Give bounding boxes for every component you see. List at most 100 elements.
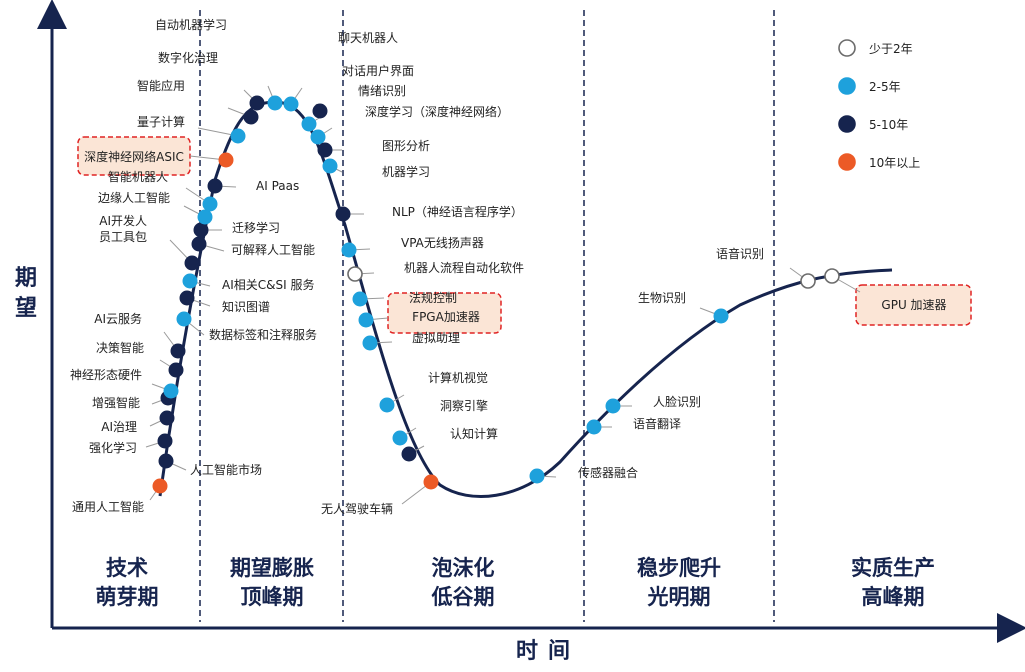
legend-marker bbox=[838, 153, 856, 171]
technology-dot bbox=[379, 397, 395, 413]
technology-label: 洞察引擎 bbox=[440, 398, 488, 413]
technology-dot bbox=[713, 308, 729, 324]
technology-dot bbox=[176, 311, 192, 327]
technology-label: 量子计算 bbox=[137, 114, 185, 129]
technology-label: AI治理 bbox=[101, 420, 137, 434]
technology-dot bbox=[423, 474, 439, 490]
technology-dot bbox=[157, 433, 173, 449]
technology-label: 深度神经网络ASIC bbox=[84, 149, 184, 164]
phase-4-line2: 光明期 bbox=[647, 585, 711, 609]
technology-dot bbox=[152, 478, 168, 494]
technology-label: 边缘人工智能 bbox=[98, 190, 170, 205]
technology-label: 通用人工智能 bbox=[72, 499, 144, 514]
technology-dot bbox=[158, 453, 174, 469]
technology-dot bbox=[182, 273, 198, 289]
technology-label: NLP（神经语言程序学） bbox=[392, 204, 523, 219]
technology-dot bbox=[179, 290, 195, 306]
leader-lines bbox=[145, 85, 861, 505]
technology-label: 语音识别 bbox=[716, 246, 764, 261]
technology-label: 增强智能 bbox=[92, 395, 140, 410]
technology-label: 可解释人工智能 bbox=[231, 242, 315, 257]
phase-labels: 技术 萌芽期 期望膨胀 顶峰期 泡沫化 低谷期 稳步爬升 光明期 实质生产 高峰… bbox=[96, 556, 936, 609]
technology-label: 虚拟助理 bbox=[412, 331, 460, 345]
technology-dot bbox=[301, 116, 317, 132]
technology-dot bbox=[347, 266, 363, 282]
technology-dot bbox=[267, 95, 283, 111]
technology-dot bbox=[362, 335, 378, 351]
technology-label: 数字化治理 bbox=[158, 50, 218, 65]
phase-dividers bbox=[199, 10, 775, 622]
technology-dot bbox=[605, 398, 621, 414]
phase-3-line1: 泡沫化 bbox=[432, 556, 495, 580]
technology-label: 机器学习 bbox=[382, 164, 430, 179]
technology-dot bbox=[170, 343, 186, 359]
technology-label: 无人驾驶车辆 bbox=[321, 501, 393, 516]
technology-label: 强化学习 bbox=[89, 440, 137, 455]
x-axis-title: 时间 bbox=[516, 639, 580, 664]
phase-2-line1: 期望膨胀 bbox=[230, 556, 314, 580]
phase-1-line1: 技术 bbox=[106, 556, 148, 580]
technology-dot bbox=[401, 446, 417, 462]
phase-2-line2: 顶峰期 bbox=[241, 585, 304, 609]
technology-dot bbox=[352, 291, 368, 307]
technology-dot bbox=[310, 129, 326, 145]
technology-label: 图形分析 bbox=[382, 139, 430, 153]
highlight-box-gpu bbox=[855, 284, 972, 326]
technology-dot bbox=[312, 103, 328, 119]
technology-label: 深度学习（深度神经网络） bbox=[365, 104, 509, 119]
technology-dot bbox=[335, 206, 351, 222]
legend-label: 少于2年 bbox=[869, 42, 913, 56]
legend: 少于2年 2-5年 5-10年 10年以上 bbox=[838, 39, 920, 171]
technology-label: 自动机器学习 bbox=[155, 17, 227, 32]
technology-dot bbox=[168, 362, 184, 378]
phase-3-line2: 低谷期 bbox=[431, 585, 495, 609]
highlight-boxes bbox=[77, 136, 972, 334]
phase-5-line2: 高峰期 bbox=[862, 585, 925, 609]
technology-dot bbox=[197, 209, 213, 225]
technology-dot bbox=[322, 158, 338, 174]
technology-label: 法规控制 bbox=[409, 290, 457, 305]
technology-label: VPA无线扬声器 bbox=[401, 235, 484, 250]
technology-dot bbox=[159, 410, 175, 426]
technology-label: AI相关C&SI 服务 bbox=[222, 277, 314, 292]
technology-dot bbox=[529, 468, 545, 484]
technology-label: 聊天机器人 bbox=[338, 31, 398, 45]
technology-dot bbox=[218, 152, 234, 168]
technology-dot bbox=[283, 96, 299, 112]
phase-1-line2: 萌芽期 bbox=[96, 585, 159, 609]
highlight-box-fpga bbox=[387, 292, 502, 334]
technology-dot bbox=[207, 178, 223, 194]
technology-dot bbox=[341, 242, 357, 258]
technology-dot bbox=[249, 95, 265, 111]
technology-dot bbox=[243, 109, 259, 125]
technology-dot bbox=[358, 312, 374, 328]
technology-label: 生物识别 bbox=[638, 291, 686, 305]
technology-dot bbox=[191, 236, 207, 252]
technology-label: 计算机视觉 bbox=[428, 370, 488, 385]
technology-label: 机器人流程自动化软件 bbox=[404, 260, 524, 275]
technology-label: 数据标签和注释服务 bbox=[209, 327, 317, 342]
technology-label: 智能机器人 bbox=[108, 169, 168, 184]
technology-label: 对话用户界面 bbox=[342, 63, 414, 78]
technology-dot bbox=[184, 255, 200, 271]
technology-label: 认知计算 bbox=[450, 426, 498, 441]
legend-label: 2-5年 bbox=[869, 80, 901, 94]
technology-dot bbox=[317, 142, 333, 158]
technology-dot bbox=[202, 196, 218, 212]
legend-marker bbox=[838, 77, 856, 95]
technology-label: AI Paas bbox=[256, 179, 299, 193]
technology-dot bbox=[163, 383, 179, 399]
technology-label: 语音翻译 bbox=[633, 416, 681, 431]
technology-dot bbox=[586, 419, 602, 435]
technology-label: 智能应用 bbox=[137, 78, 185, 93]
legend-marker bbox=[838, 115, 856, 133]
technology-dot bbox=[800, 273, 816, 289]
technology-label: 人工智能市场 bbox=[190, 462, 262, 477]
technology-label: AI开发人员工具包 bbox=[99, 213, 147, 244]
technology-label: GPU 加速器 bbox=[881, 298, 946, 312]
technology-label: 情绪识别 bbox=[358, 84, 406, 98]
phase-4-line1: 稳步爬升 bbox=[637, 556, 721, 580]
technology-dot bbox=[193, 222, 209, 238]
technology-dots bbox=[152, 95, 840, 494]
